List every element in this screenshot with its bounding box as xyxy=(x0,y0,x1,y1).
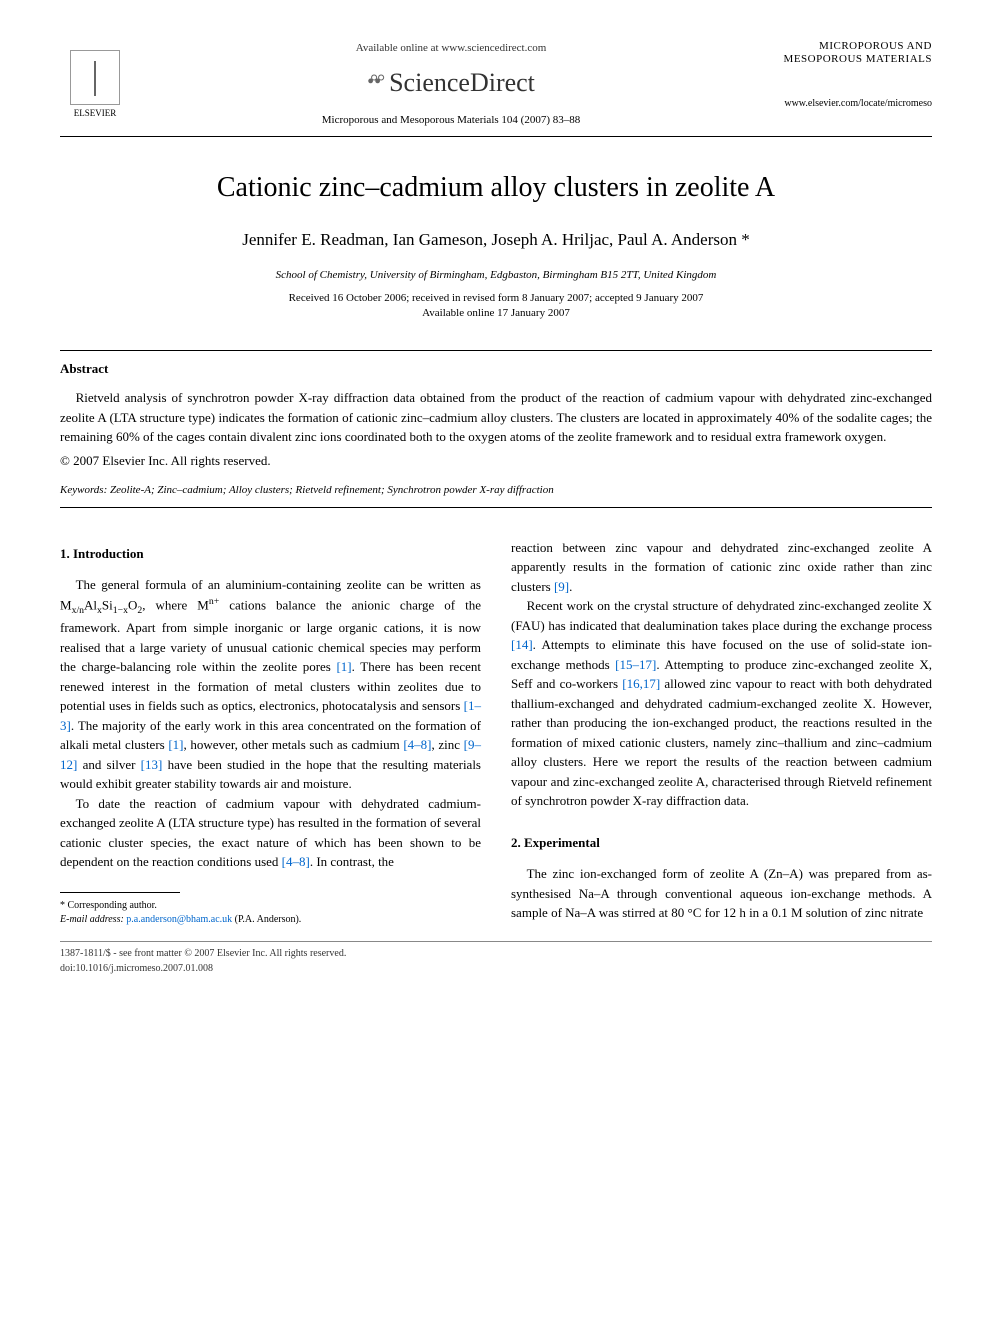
article-dates: Received 16 October 2006; received in re… xyxy=(60,291,932,322)
p1-text-e: , where M xyxy=(142,597,209,612)
ref-link-13[interactable]: [13] xyxy=(141,757,163,772)
abstract-heading: Abstract xyxy=(60,359,932,379)
column-left: 1. Introduction The general formula of a… xyxy=(60,538,481,927)
sciencedirect-text: ScienceDirect xyxy=(389,63,535,102)
header-bar: ELSEVIER Available online at www.science… xyxy=(60,40,932,128)
email-line: E-mail address: p.a.anderson@bham.ac.uk … xyxy=(60,913,481,927)
sciencedirect-logo: •°•° ScienceDirect xyxy=(130,63,772,102)
ref-link-16-17[interactable]: [16,17] xyxy=(622,676,660,691)
email-name: (P.A. Anderson). xyxy=(232,914,301,925)
journal-logo-block: MICROPOROUS AND MESOPOROUS MATERIALS www… xyxy=(772,40,932,111)
ref-link-1b[interactable]: [1] xyxy=(168,737,183,752)
journal-reference: Microporous and Mesoporous Materials 104… xyxy=(130,112,772,129)
elsevier-tree-icon xyxy=(70,50,120,105)
abstract-text: Rietveld analysis of synchrotron powder … xyxy=(60,388,932,447)
footnote-block: * Corresponding author. E-mail address: … xyxy=(60,899,481,927)
p2c-text-b: . xyxy=(569,579,572,594)
page-container: ELSEVIER Available online at www.science… xyxy=(0,0,992,1016)
p3-text-d: allowed zinc vapour to react with both d… xyxy=(511,676,932,808)
keywords-values: Zeolite-A; Zinc–cadmium; Alloy clusters;… xyxy=(107,484,553,496)
sub-xn: x/n xyxy=(72,605,84,616)
column-right: reaction between zinc vapour and dehydra… xyxy=(511,538,932,927)
available-date: Available online 17 January 2007 xyxy=(60,306,932,321)
ref-link-14[interactable]: [14] xyxy=(511,637,533,652)
elsevier-label: ELSEVIER xyxy=(74,107,117,121)
ref-link-4-8[interactable]: [4–8] xyxy=(403,737,431,752)
ref-link-15-17[interactable]: [15–17] xyxy=(615,657,656,672)
experimental-paragraph-1: The zinc ion-exchanged form of zeolite A… xyxy=(511,864,932,923)
header-divider xyxy=(60,136,932,137)
ref-link-9[interactable]: [9] xyxy=(554,579,569,594)
footer-info: 1387-1811/$ - see front matter © 2007 El… xyxy=(60,946,932,976)
intro-paragraph-3: Recent work on the crystal structure of … xyxy=(511,596,932,811)
article-title: Cationic zinc–cadmium alloy clusters in … xyxy=(60,167,932,209)
abstract-top-divider xyxy=(60,350,932,351)
journal-name-line2: MESOPOROUS MATERIALS xyxy=(772,53,932,66)
intro-paragraph-1: The general formula of an aluminium-cont… xyxy=(60,575,481,794)
doi-line: doi:10.1016/j.micromeso.2007.01.008 xyxy=(60,961,932,976)
email-label: E-mail address: xyxy=(60,914,124,925)
sub-1mx: 1−x xyxy=(113,605,128,616)
p1-text-k: and silver xyxy=(77,757,140,772)
keywords-line: Keywords: Zeolite-A; Zinc–cadmium; Alloy… xyxy=(60,482,932,499)
email-link[interactable]: p.a.anderson@bham.ac.uk xyxy=(126,914,232,925)
corresponding-author: * Corresponding author. xyxy=(60,899,481,913)
section-2-heading: 2. Experimental xyxy=(511,833,932,853)
footer-separator xyxy=(60,941,932,942)
p1-text-i: , however, other metals such as cadmium xyxy=(184,737,404,752)
available-online-text: Available online at www.sciencedirect.co… xyxy=(130,40,772,57)
p3-text-a: Recent work on the crystal structure of … xyxy=(511,598,932,633)
p1-text-b: Al xyxy=(84,597,97,612)
ref-link-4-8b[interactable]: [4–8] xyxy=(282,854,310,869)
sup-n: n+ xyxy=(209,596,219,607)
abstract-copyright: © 2007 Elsevier Inc. All rights reserved… xyxy=(60,451,932,471)
received-date: Received 16 October 2006; received in re… xyxy=(60,291,932,306)
body-columns: 1. Introduction The general formula of a… xyxy=(60,538,932,927)
issn-line: 1387-1811/$ - see front matter © 2007 El… xyxy=(60,946,932,961)
intro-paragraph-2-cont: reaction between zinc vapour and dehydra… xyxy=(511,538,932,597)
p2c-text-a: reaction between zinc vapour and dehydra… xyxy=(511,540,932,594)
journal-url: www.elsevier.com/locate/micromeso xyxy=(772,96,932,111)
p1-text-j: , zinc xyxy=(432,737,464,752)
center-header: Available online at www.sciencedirect.co… xyxy=(130,40,772,128)
p2-text-b: . In contrast, the xyxy=(310,854,394,869)
elsevier-logo: ELSEVIER xyxy=(60,40,130,120)
footnote-separator xyxy=(60,892,180,893)
p1-text-c: Si xyxy=(102,597,113,612)
section-1-heading: 1. Introduction xyxy=(60,544,481,564)
keywords-label: Keywords: xyxy=(60,484,107,496)
authors-list: Jennifer E. Readman, Ian Gameson, Joseph… xyxy=(60,227,932,253)
abstract-bottom-divider xyxy=(60,507,932,508)
affiliation: School of Chemistry, University of Birmi… xyxy=(60,267,932,284)
ref-link-1[interactable]: [1] xyxy=(336,659,351,674)
p2-text-a: To date the reaction of cadmium vapour w… xyxy=(60,796,481,870)
journal-name-line1: MICROPOROUS AND xyxy=(772,40,932,53)
sciencedirect-icon: •°•° xyxy=(367,67,381,97)
intro-paragraph-2: To date the reaction of cadmium vapour w… xyxy=(60,794,481,872)
p1-text-d: O xyxy=(128,597,137,612)
